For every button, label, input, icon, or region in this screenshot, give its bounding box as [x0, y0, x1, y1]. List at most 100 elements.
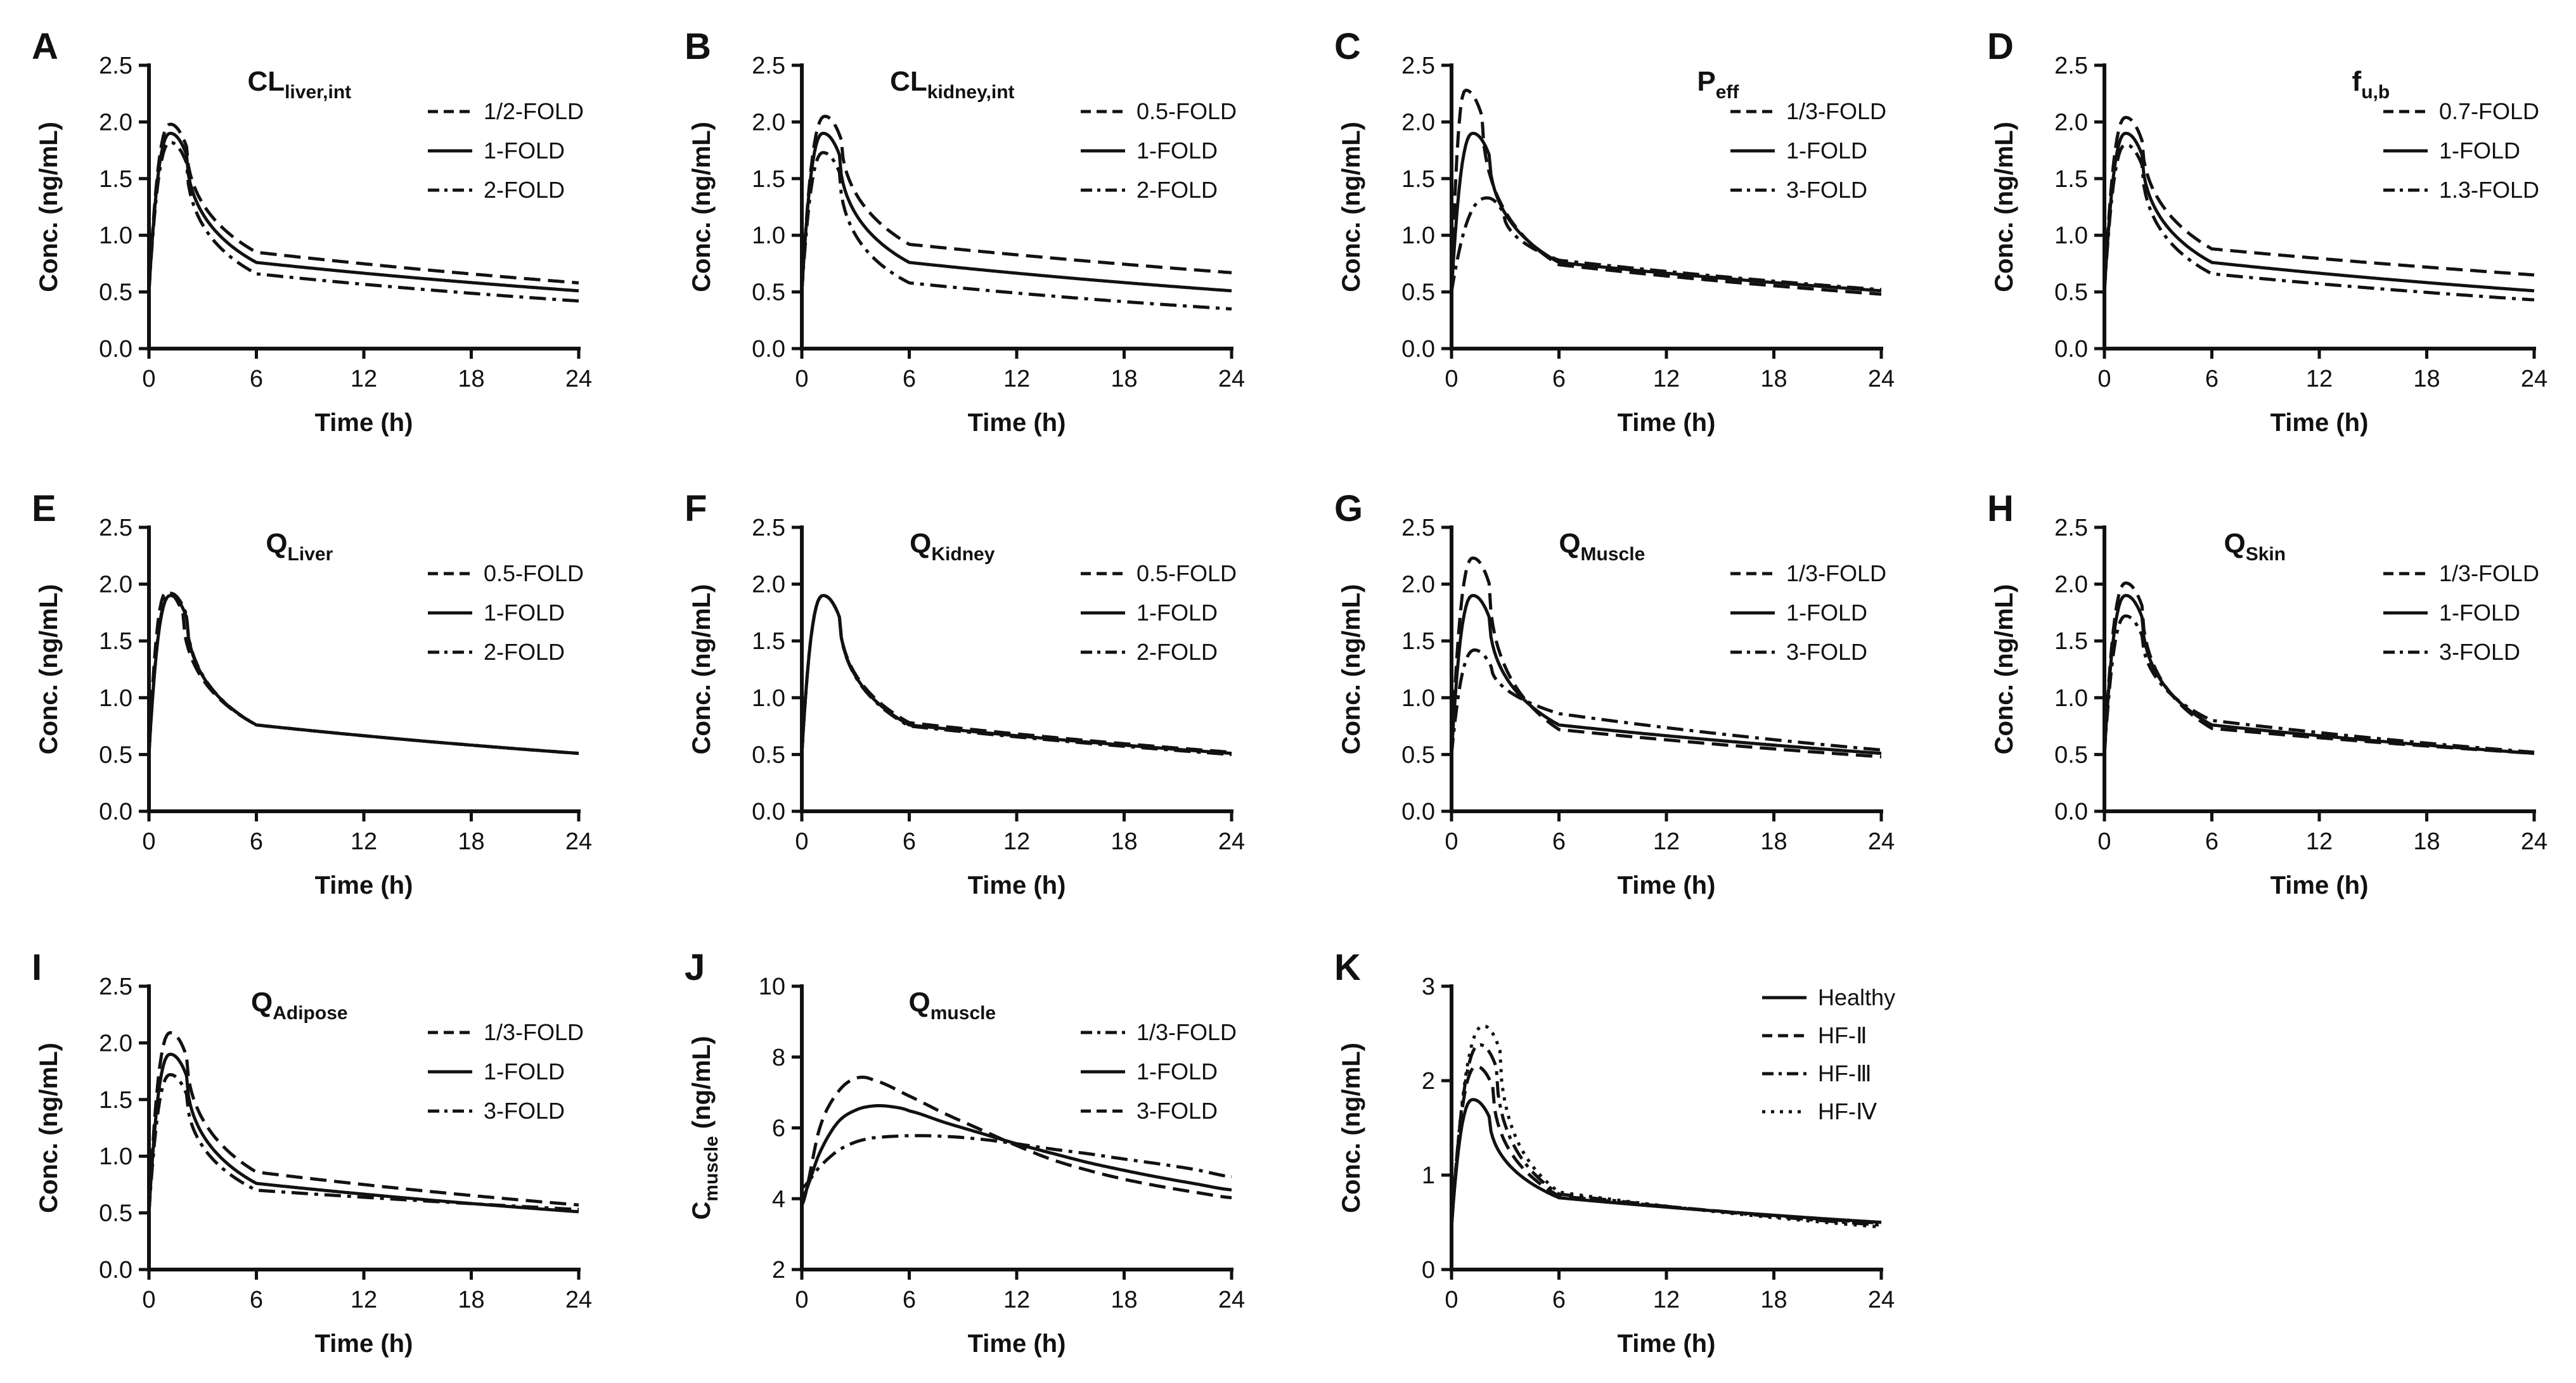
y-axis-label: Conc. (ng/mL) [1337, 1043, 1365, 1213]
legend-label: Healthy [1818, 984, 1895, 1010]
x-tick-label: 6 [1552, 1287, 1566, 1313]
x-tick-label: 18 [1111, 828, 1137, 855]
legend-label: 1-FOLD [484, 1058, 565, 1084]
x-tick-label: 0 [2097, 828, 2111, 855]
x-tick-label: 24 [565, 828, 592, 855]
x-tick-label: 18 [1760, 366, 1787, 392]
x-tick-label: 12 [2306, 366, 2333, 392]
legend-label: 1/3-FOLD [484, 1019, 584, 1045]
x-tick-label: 24 [2521, 366, 2547, 392]
panel-letter: H [1987, 488, 2014, 529]
y-tick-label: 6 [772, 1116, 785, 1142]
y-tick-label: 0.5 [1401, 742, 1435, 768]
series-line-2-FOLD [802, 594, 1232, 756]
panel-letter: F [685, 488, 707, 529]
y-axis-label: Conc. (ng/mL) [35, 1043, 63, 1213]
panel-letter: A [32, 26, 58, 67]
y-tick-label: 1.5 [99, 628, 132, 655]
series-line-1-FOLD [149, 131, 579, 293]
panel-title: CLliver,int [247, 66, 351, 103]
panel-E: E 0 6 12 18 24 0.0 0.5 1.0 1.5 2.0 2.5 Time (h) Conc.… [32, 488, 592, 899]
y-tick-label: 1.0 [1401, 222, 1435, 249]
x-tick-label: 0 [1445, 828, 1458, 855]
series-line-1-FOLD [2104, 131, 2535, 293]
series-line-2-FOLD [802, 151, 1232, 311]
series-line-3-FOLD [1452, 648, 1882, 755]
x-tick-label: 12 [1653, 366, 1680, 392]
panel-G: G 0 6 12 18 24 0.0 0.5 1.0 1.5 2.0 2.5 Time (h) Conc.… [1334, 488, 1895, 899]
series-line-1-FOLD [149, 1052, 579, 1214]
y-tick-label: 0.5 [99, 742, 132, 768]
panel-letter: I [32, 947, 42, 988]
y-tick-label: 1.0 [99, 222, 132, 249]
panel-C: C 0 6 12 18 24 0.0 0.5 1.0 1.5 2.0 2.5 Time (h) Conc.… [1334, 26, 1895, 437]
y-tick-label: 1.5 [99, 166, 132, 193]
series-line-1-FOLD [1452, 594, 1882, 756]
x-tick-label: 18 [458, 828, 484, 855]
y-tick-label: 2.0 [752, 572, 785, 598]
legend-label: 1-FOLD [484, 600, 565, 626]
x-tick-label: 24 [1218, 1287, 1245, 1313]
legend-label: 2-FOLD [484, 177, 565, 203]
x-tick-label: 6 [1552, 366, 1566, 392]
x-tick-label: 0 [2097, 366, 2111, 392]
y-tick-label: 2.0 [99, 572, 132, 598]
legend-label: 1/3-FOLD [1786, 560, 1886, 586]
y-tick-label: 0.0 [752, 336, 785, 363]
legend-label: HF-Ⅱ [1818, 1022, 1867, 1048]
x-tick-label: 6 [2205, 828, 2219, 855]
panel-title: CLkidney,int [890, 66, 1014, 103]
series-line-3-FOLD [149, 1073, 579, 1213]
legend-label: 1/2-FOLD [484, 98, 584, 124]
y-tick-label: 2.0 [1401, 109, 1435, 136]
panel-letter: B [685, 26, 711, 67]
y-tick-label: 1.5 [752, 628, 785, 655]
legend-label: 2-FOLD [1137, 177, 1218, 203]
x-axis-label: Time (h) [315, 872, 413, 899]
legend-label: 1-FOLD [1137, 600, 1218, 626]
series-line-0.5-FOLD [802, 115, 1232, 292]
y-tick-label: 8 [772, 1045, 785, 1071]
x-tick-label: 18 [458, 1287, 484, 1313]
series-line-3-FOLD [2104, 614, 2535, 755]
y-tick-label: 1.0 [2054, 222, 2088, 249]
series-line-2-FOLD [149, 141, 579, 303]
panel-title: Qmuscle [908, 987, 996, 1024]
y-tick-label: 0.5 [99, 280, 132, 306]
y-axis-label: Conc. (ng/mL) [35, 122, 63, 292]
x-axis-label: Time (h) [968, 1330, 1066, 1358]
legend-label: 2-FOLD [484, 639, 565, 665]
y-tick-label: 0.0 [2054, 799, 2088, 825]
legend-label: 1/3-FOLD [2439, 560, 2539, 586]
x-tick-label: 18 [2413, 366, 2440, 392]
x-axis-label: Time (h) [1618, 872, 1716, 899]
panel-title: QAdipose [251, 987, 348, 1024]
y-tick-label: 0.5 [99, 1200, 132, 1227]
x-tick-label: 6 [903, 1287, 916, 1313]
legend-label: 1-FOLD [1137, 1058, 1218, 1084]
series-line-3-FOLD [1452, 196, 1882, 293]
y-tick-label: 1.5 [2054, 628, 2088, 655]
x-tick-label: 18 [1760, 828, 1787, 855]
x-axis-label: Time (h) [1618, 409, 1716, 437]
x-tick-label: 12 [2306, 828, 2333, 855]
panel-title: Peff [1697, 66, 1739, 103]
panel-title: QLiver [266, 528, 333, 565]
x-tick-label: 24 [1218, 366, 1245, 392]
legend-label: HF-Ⅳ [1818, 1098, 1877, 1124]
y-tick-label: 0.5 [2054, 280, 2088, 306]
x-tick-label: 24 [2521, 828, 2547, 855]
x-axis-label: Time (h) [315, 409, 413, 437]
y-axis-label: Cmuscle (ng/mL) [688, 1036, 722, 1219]
y-axis-label: Conc. (ng/mL) [688, 122, 716, 292]
panel-title: fu,b [2352, 66, 2390, 103]
x-tick-label: 0 [795, 1287, 808, 1313]
y-tick-label: 2 [772, 1257, 785, 1283]
x-tick-label: 6 [250, 828, 263, 855]
series-line-0.7-FOLD [2104, 115, 2535, 292]
x-tick-label: 24 [1868, 1287, 1895, 1313]
x-tick-label: 6 [1552, 828, 1566, 855]
legend-label: 3-FOLD [484, 1098, 565, 1124]
